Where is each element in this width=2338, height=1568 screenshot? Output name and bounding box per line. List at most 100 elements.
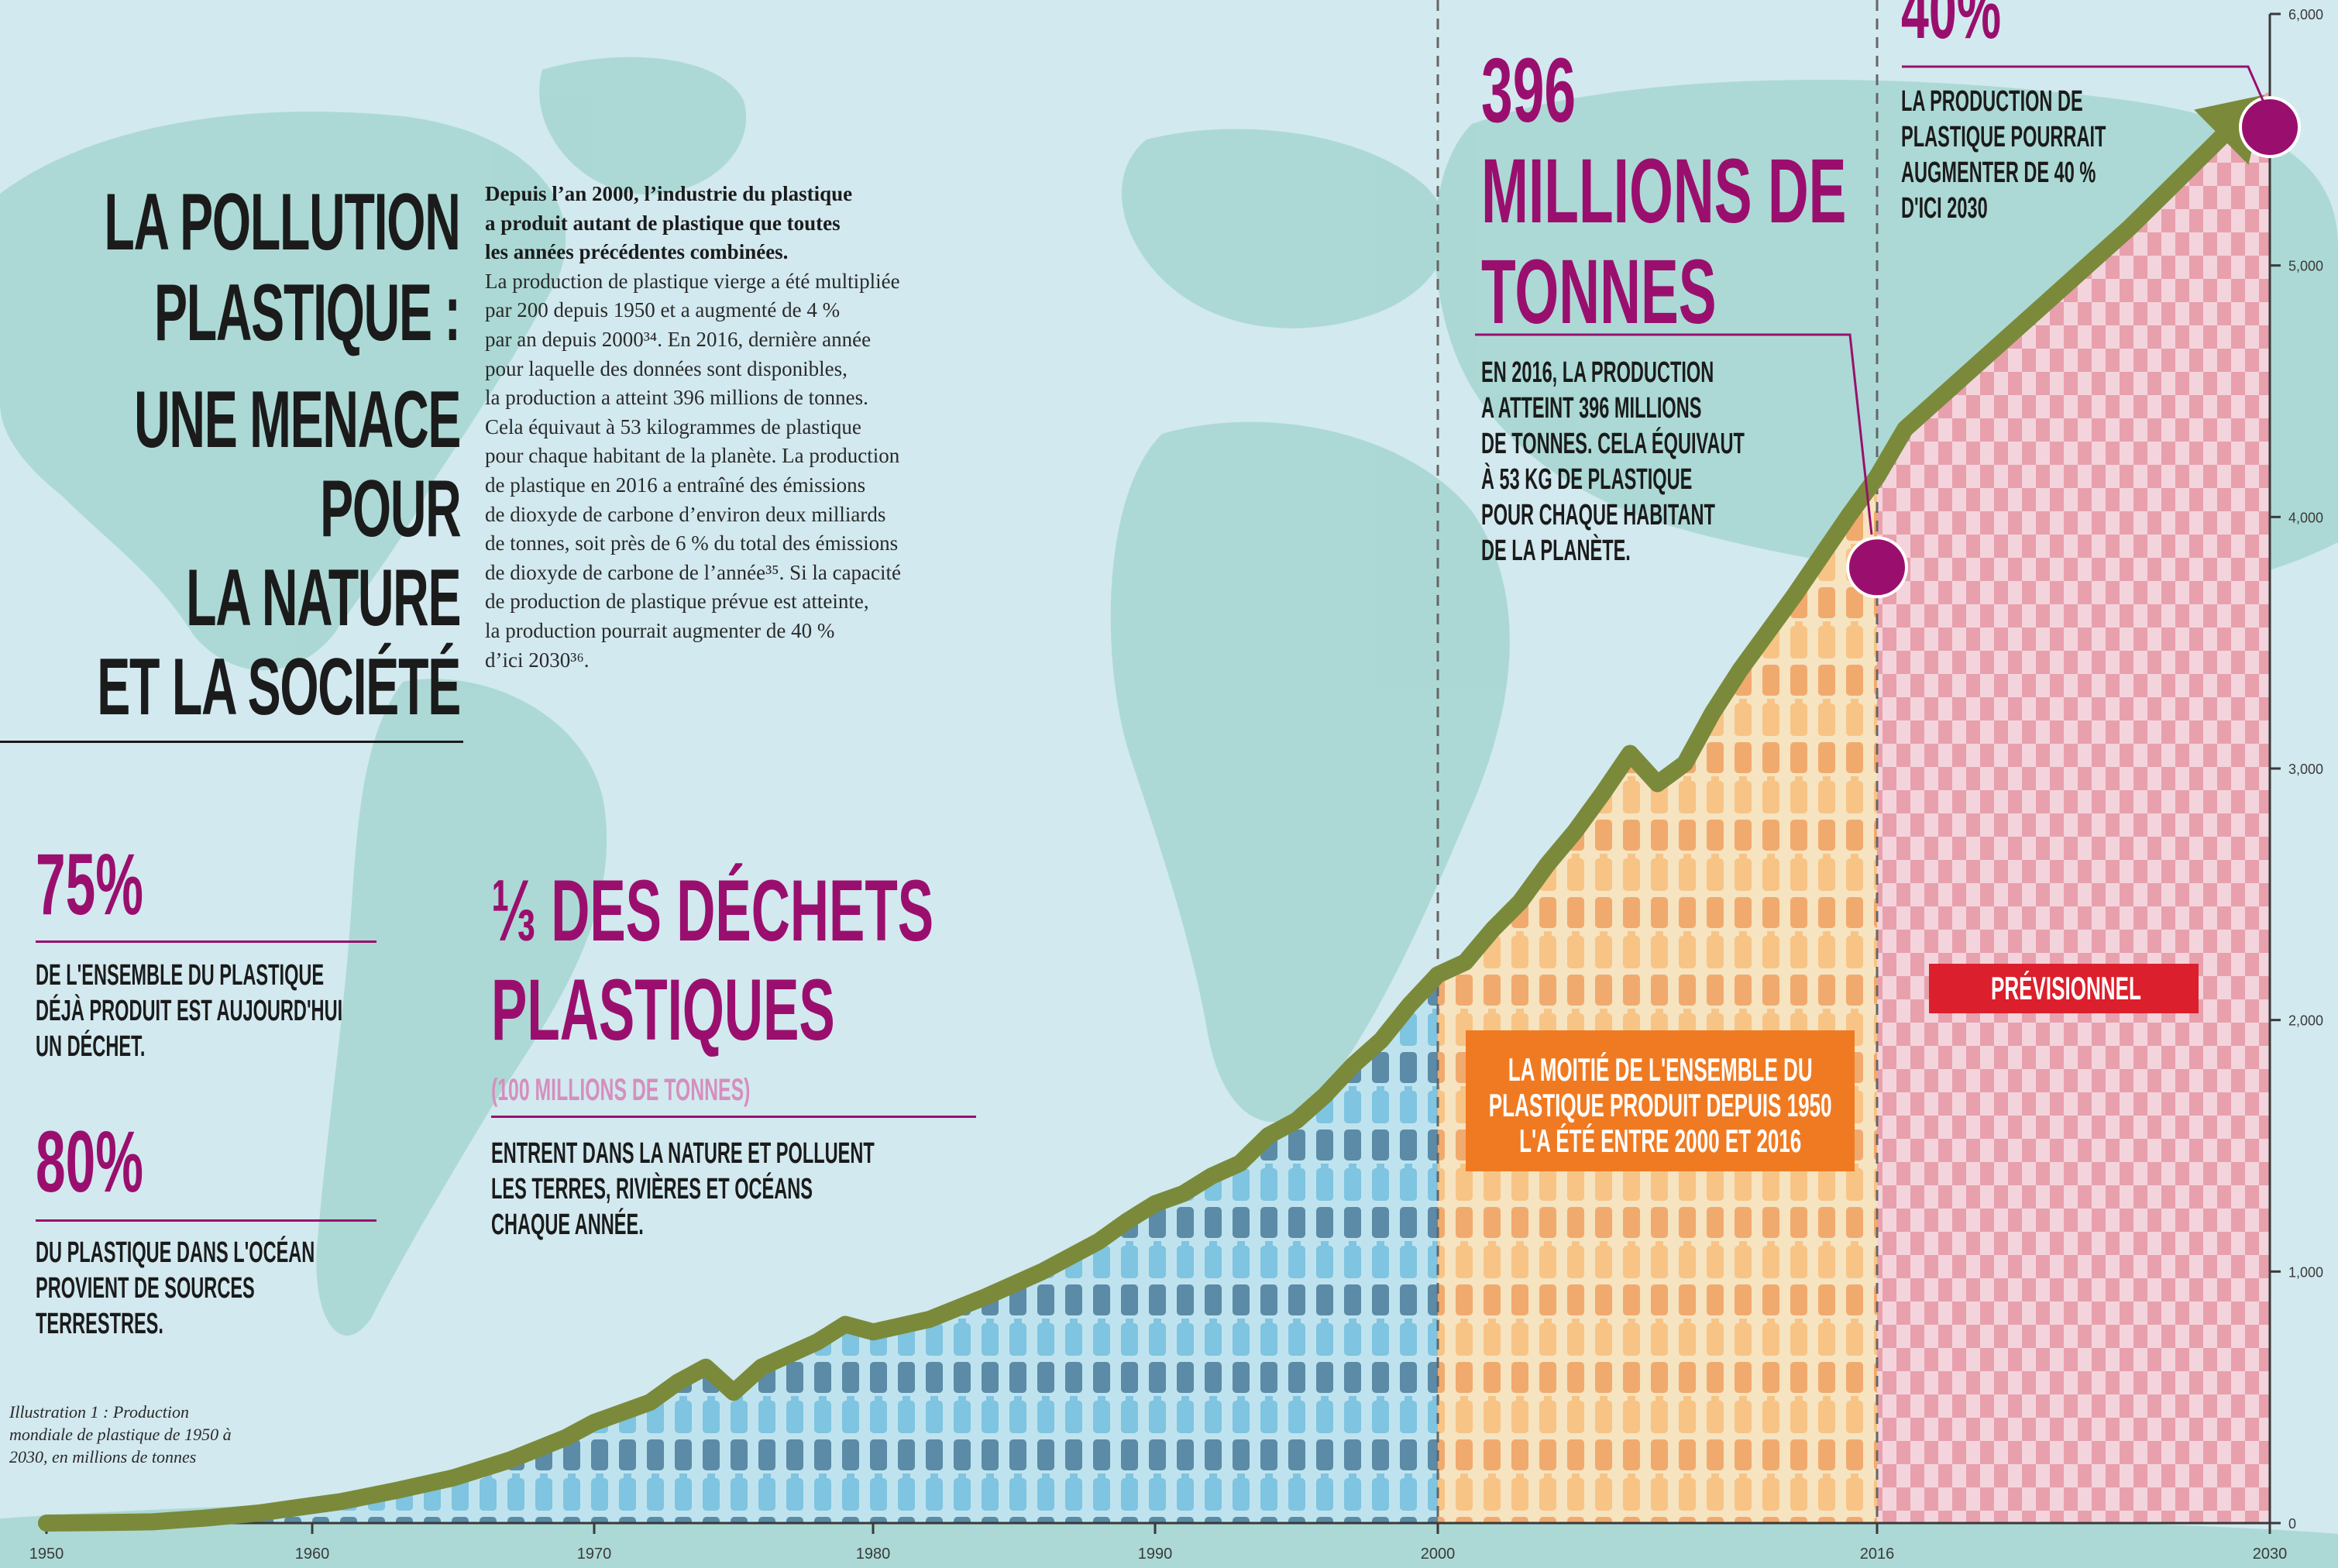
stat-396-text-2: A ATTEINT 396 MILLIONS bbox=[1481, 392, 1702, 425]
y-tick-label: 5,000 bbox=[2288, 259, 2323, 274]
previsionnel-label: PRÉVISIONNEL bbox=[1991, 970, 2141, 1006]
intro-line-10: de tonnes, soit près de 6 % du total des… bbox=[485, 531, 899, 555]
intro-line-12: de production de plastique prévue est at… bbox=[485, 590, 869, 614]
stat-396-line-2: MILLIONS DE bbox=[1481, 140, 1847, 242]
caption-line-2: mondiale de plastique de 1950 à bbox=[9, 1425, 232, 1444]
stat-396-text-1: EN 2016, LA PRODUCTION bbox=[1481, 356, 1714, 389]
highlight-marker bbox=[2239, 96, 2301, 159]
intro-line-8: de plastique en 2016 a entraîné des émis… bbox=[485, 473, 866, 497]
caption-line-3: 2030, en millions de tonnes bbox=[9, 1447, 197, 1467]
plot-area: 1950 1960 1970 1980 1990 2000 2016 2030 0 1,000 2… bbox=[29, 0, 2323, 1563]
stat-third-line-1: ⅓ DES DÉCHETS bbox=[491, 862, 934, 959]
y-tick-label: 6,000 bbox=[2288, 7, 2323, 22]
stat-75-text: DE L'ENSEMBLE DU PLASTIQUE DÉJÀ PRODUIT … bbox=[36, 958, 342, 1064]
stat-40-text-4: D'ICI 2030 bbox=[1901, 192, 1988, 225]
stat-80-value: 80% bbox=[36, 1113, 143, 1210]
markers bbox=[1846, 96, 2301, 599]
stat-third-text-1: ENTRENT DANS LA NATURE ET POLLUENT bbox=[491, 1137, 875, 1170]
stat-396-title: 396 MILLIONS DE TONNES bbox=[1481, 40, 1846, 342]
x-tick-label: 1950 bbox=[29, 1546, 64, 1563]
stat-40-text-3: AUGMENTER DE 40 % bbox=[1901, 156, 2096, 189]
y-tick-label: 4,000 bbox=[2288, 510, 2323, 525]
stat-40-value: 40% bbox=[1901, 0, 2002, 56]
stat-75-line-2: DÉJÀ PRODUIT EST AUJOURD'HUI bbox=[36, 995, 343, 1027]
title-line-2: PLASTIQUE : bbox=[154, 268, 461, 358]
x-tick-label: 2016 bbox=[1860, 1546, 1895, 1563]
figure-caption: Illustration 1 : Production mondiale de … bbox=[9, 1401, 232, 1468]
title-line-5: LA NATURE bbox=[185, 553, 461, 643]
x-tick-label: 1980 bbox=[856, 1546, 891, 1563]
stat-396-line-1: 396 bbox=[1481, 40, 1576, 142]
intro-line-11: de dioxyde de carbone de l’année³⁵. Si l… bbox=[485, 560, 902, 584]
stat-75-rule bbox=[36, 940, 376, 943]
map-south-america bbox=[316, 679, 607, 1336]
stat-third-sub: (100 MILLIONS DE TONNES) bbox=[491, 1073, 751, 1107]
stat-40-text-2: PLASTIQUE POURRAIT bbox=[1901, 121, 2106, 153]
highlight-marker bbox=[1846, 536, 1908, 599]
stat-40-text: LA PRODUCTION DE PLASTIQUE POURRAIT AUGM… bbox=[1901, 84, 2106, 226]
stat-third-line-2: PLASTIQUES bbox=[491, 961, 835, 1058]
intro-line-7: pour chaque habitant de la planète. La p… bbox=[485, 444, 900, 468]
leader-line-2030 bbox=[1902, 65, 2271, 117]
intro-line-14: d’ici 2030³⁶. bbox=[485, 648, 590, 672]
x-tick-label: 1960 bbox=[295, 1546, 330, 1563]
x-tick-label: 2030 bbox=[2253, 1546, 2288, 1563]
intro-bold-line-3: les années précédentes combinées. bbox=[485, 240, 789, 264]
map-europe bbox=[1121, 129, 1448, 328]
y-tick-label: 0 bbox=[2288, 1516, 2296, 1532]
stat-40-text-1: LA PRODUCTION DE bbox=[1901, 85, 2083, 118]
stat-396-text-3: DE TONNES. CELA ÉQUIVAUT bbox=[1481, 428, 1745, 460]
title-line-3: UNE MENACE bbox=[133, 375, 461, 465]
stat-80-line-1: DU PLASTIQUE DANS L'OCÉAN bbox=[36, 1236, 315, 1269]
area-2000-2016 bbox=[1438, 476, 1877, 1523]
stat-third-text-3: CHAQUE ANNÉE. bbox=[491, 1209, 644, 1241]
map-north-america bbox=[0, 112, 566, 670]
y-tick-label: 3,000 bbox=[2288, 762, 2323, 777]
stat-80-line-2: PROVIENT DE SOURCES bbox=[36, 1272, 255, 1305]
stat-75-line-1: DE L'ENSEMBLE DU PLASTIQUE bbox=[36, 959, 325, 992]
title-line-1: LA POLLUTION bbox=[104, 177, 461, 267]
intro-line-2: par 200 depuis 1950 et a augmenté de 4 % bbox=[485, 298, 841, 322]
intro-line-13: la production pourrait augmenter de 40 % bbox=[485, 618, 835, 642]
area-1950-2000 bbox=[46, 975, 1438, 1523]
title-line-6: ET LA SOCIÉTÉ bbox=[97, 642, 461, 732]
area-2016-2030 bbox=[1877, 89, 2270, 1523]
stat-396-text-4: À 53 KG DE PLASTIQUE bbox=[1481, 463, 1693, 496]
leader-line-2016 bbox=[1475, 333, 1873, 535]
intro-line-6: Cela équivaut à 53 kilogrammes de plasti… bbox=[485, 414, 861, 438]
main-title: LA POLLUTION PLASTIQUE : UNE MENACE POUR… bbox=[0, 177, 462, 734]
intro-line-5: la production a atteint 396 millions de … bbox=[485, 386, 868, 410]
stat-396-text-6: DE LA PLANÈTE. bbox=[1481, 535, 1631, 567]
half-production-box: LA MOITIÉ DE L'ENSEMBLE DU PLASTIQUE PRO… bbox=[1466, 1030, 1855, 1171]
stat-80-line-3: TERRESTRES. bbox=[36, 1308, 163, 1340]
intro-paragraph: Depuis l’an 2000, l’industrie du plastiq… bbox=[485, 180, 996, 675]
stat-third-text-2: LES TERRES, RIVIÈRES ET OCÉANS bbox=[491, 1173, 813, 1205]
title-line-4: POUR bbox=[319, 464, 462, 554]
stat-75-line-3: UN DÉCHET. bbox=[36, 1030, 146, 1063]
stat-third-title: ⅓ DES DÉCHETS PLASTIQUES bbox=[491, 861, 933, 1060]
map-africa bbox=[1110, 421, 1510, 1123]
y-tick-label: 2,000 bbox=[2288, 1013, 2323, 1029]
title-rule bbox=[0, 741, 463, 743]
stat-third-rule bbox=[491, 1116, 976, 1118]
intro-bold-line-2: a produit autant de plastique que toutes bbox=[485, 211, 841, 235]
half-line-2: PLASTIQUE PRODUIT DEPUIS 1950 bbox=[1488, 1087, 1832, 1123]
caption-line-1: Illustration 1 : Production bbox=[9, 1402, 190, 1422]
intro-line-9: de dioxyde de carbone d’environ deux mil… bbox=[485, 502, 886, 526]
stat-third-text: ENTRENT DANS LA NATURE ET POLLUENT LES T… bbox=[491, 1136, 875, 1243]
map-greenland bbox=[539, 57, 747, 195]
y-axis: 0 1,000 2,000 3,000 4,000 5,000 6,000 bbox=[2268, 7, 2323, 1532]
intro-line-3: par an depuis 2000³⁴. En 2016, dernière … bbox=[485, 327, 872, 351]
intro-line-1: La production de plastique vierge a été … bbox=[485, 269, 900, 293]
intro-line-4: pour laquelle des données sont disponibl… bbox=[485, 356, 848, 380]
intro-bold-line-1: Depuis l’an 2000, l’industrie du plastiq… bbox=[485, 182, 853, 205]
stat-80-text: DU PLASTIQUE DANS L'OCÉAN PROVIENT DE SO… bbox=[36, 1235, 315, 1342]
stat-80-rule bbox=[36, 1219, 376, 1222]
half-line-3: L'A ÉTÉ ENTRE 2000 ET 2016 bbox=[1519, 1123, 1802, 1159]
y-tick-label: 1,000 bbox=[2288, 1264, 2323, 1280]
x-tick-group: 1950 1960 1970 1980 1990 2000 2016 2030 bbox=[29, 1523, 2288, 1563]
series-line bbox=[38, 129, 2230, 1532]
y-tick-group: 0 1,000 2,000 3,000 4,000 5,000 6,000 bbox=[2270, 7, 2323, 1532]
x-axis: 1950 1960 1970 1980 1990 2000 2016 2030 bbox=[29, 1522, 2288, 1563]
